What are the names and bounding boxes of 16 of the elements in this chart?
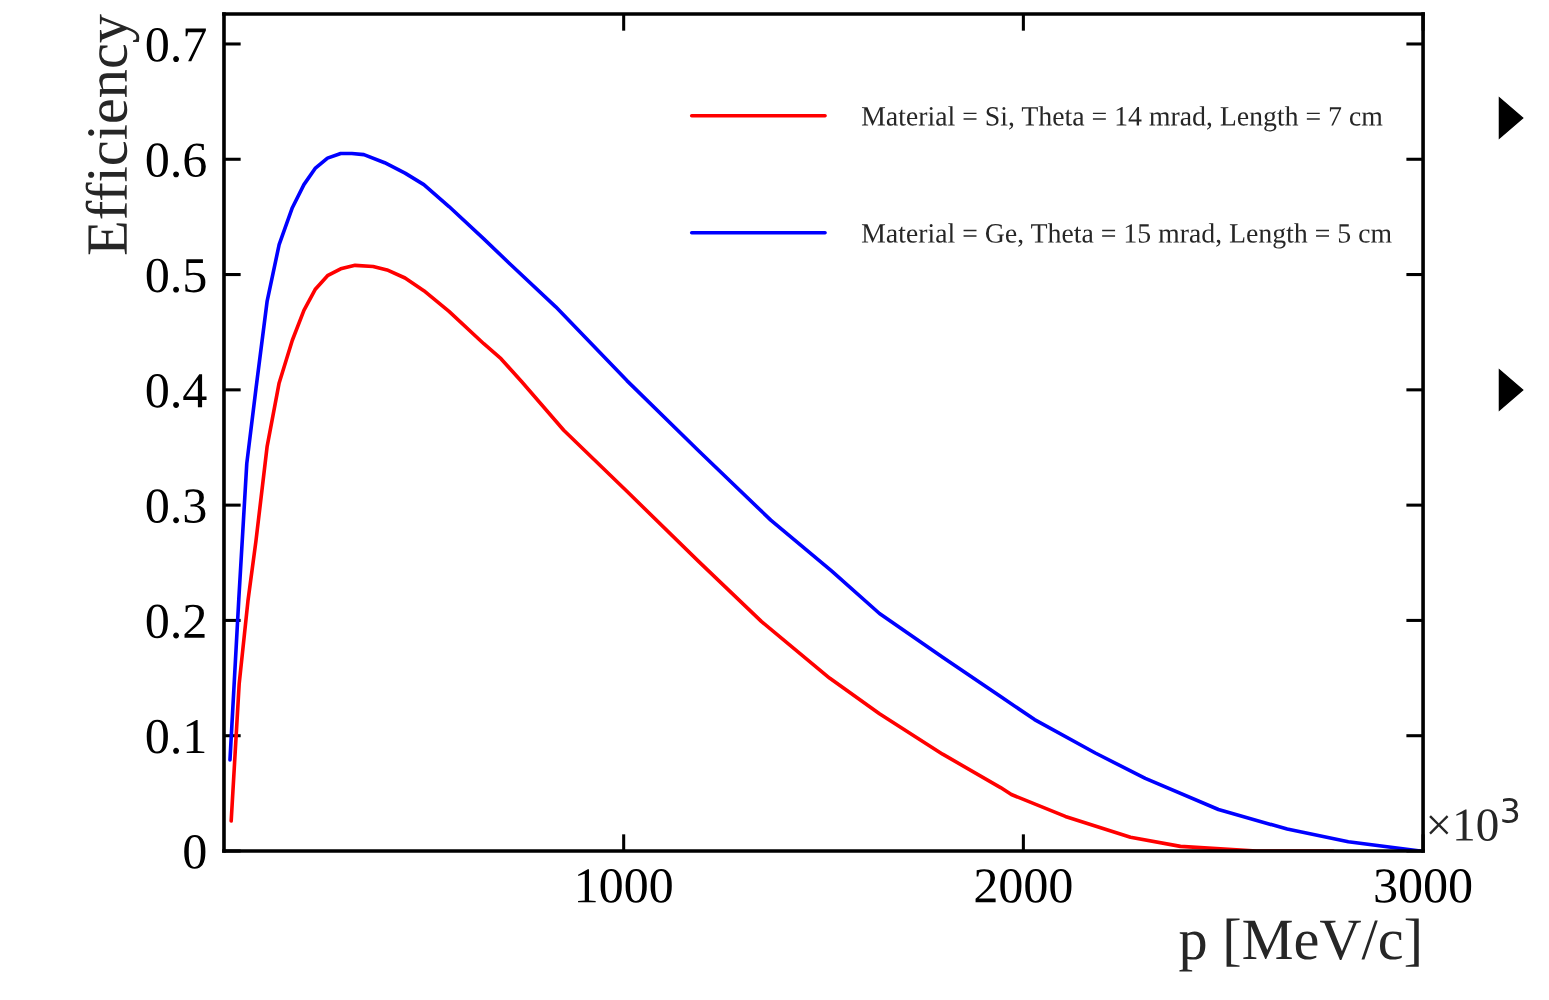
y-tick-label: 0.7 xyxy=(146,28,206,63)
y-tick-label: 0.5 xyxy=(146,258,206,293)
text: ×10$^{3}$ xyxy=(1429,797,1519,842)
y-tick-label: 0.6 xyxy=(146,143,206,178)
y-tick-label: 0.3 xyxy=(146,489,206,524)
x-tick-label: 3000 xyxy=(1375,869,1472,903)
x-axis-title: p [MeV/c] xyxy=(1179,918,1419,972)
y-tick-label: 0 xyxy=(184,835,206,869)
x-tick-label: 1000 xyxy=(578,869,672,903)
legend-label: Material = Ge, Theta = 15 mrad, Length = 5 cm xyxy=(861,223,1392,249)
y-tick-label: 0.4 xyxy=(146,373,207,408)
x-tick-label: 2000 xyxy=(975,869,1072,903)
legend-label: Material = Si, Theta = 14 mrad, Length = 7 cm xyxy=(861,106,1383,132)
y-tick-label: 0.2 xyxy=(146,604,205,639)
y-tick-label: 0.1 xyxy=(146,719,205,754)
y-axis-title: Efficiency xyxy=(85,14,140,255)
